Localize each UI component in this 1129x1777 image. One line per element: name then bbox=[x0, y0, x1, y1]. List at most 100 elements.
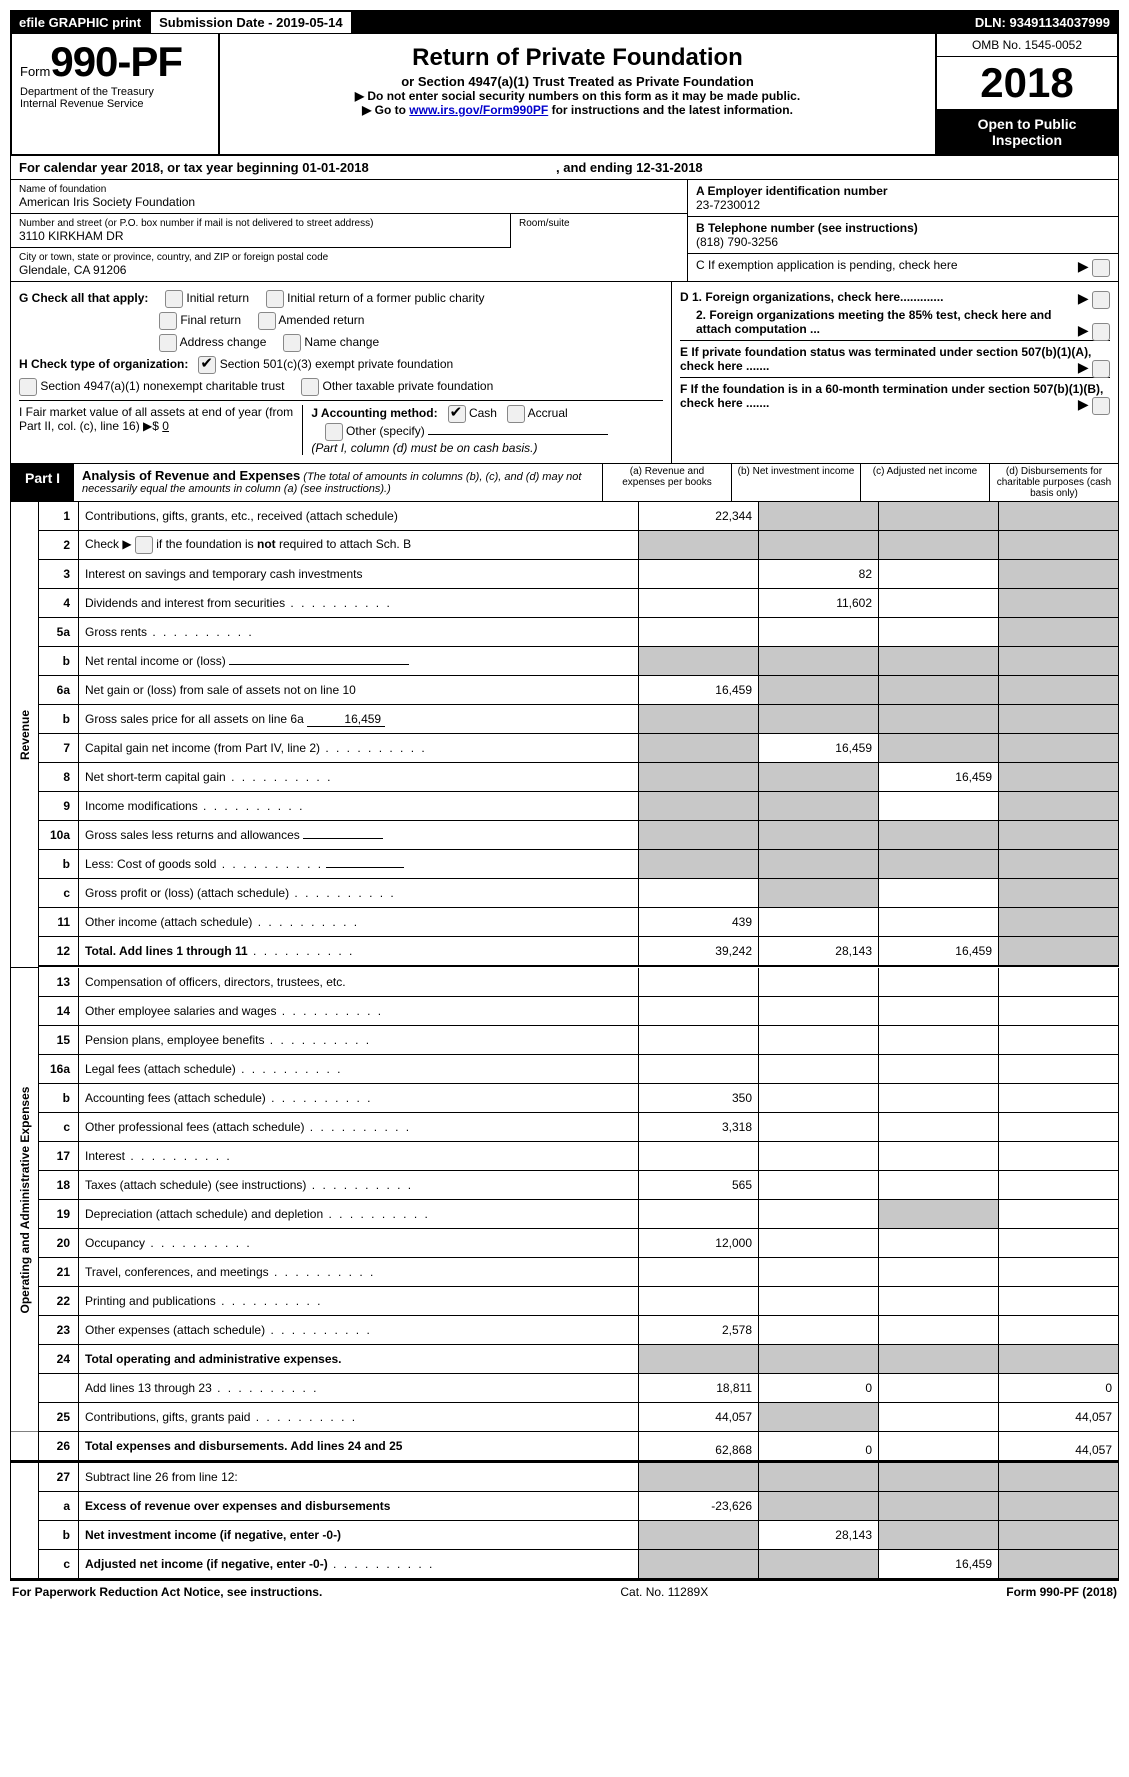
table-row: bNet rental income or (loss) bbox=[11, 647, 1119, 676]
phone-label: B Telephone number (see instructions) bbox=[696, 221, 918, 235]
c-label: C If exemption application is pending, c… bbox=[696, 258, 958, 272]
table-row: bAccounting fees (attach schedule) 350 bbox=[11, 1083, 1119, 1112]
h-o1: Section 501(c)(3) exempt private foundat… bbox=[220, 357, 453, 371]
city-state-zip: Glendale, CA 91206 bbox=[19, 263, 679, 277]
cal-mid: , and ending bbox=[556, 160, 636, 175]
instructions-link[interactable]: www.irs.gov/Form990PF bbox=[409, 103, 548, 117]
i-label: I Fair market value of all assets at end… bbox=[19, 405, 293, 433]
table-row: 26Total expenses and disbursements. Add … bbox=[11, 1431, 1119, 1460]
col-b-head: (b) Net investment income bbox=[732, 464, 861, 501]
table-row: 16aLegal fees (attach schedule) bbox=[11, 1054, 1119, 1083]
table-row: 22Printing and publications bbox=[11, 1286, 1119, 1315]
h-o2: Section 4947(a)(1) nonexempt charitable … bbox=[40, 379, 284, 393]
g-o1: Initial return bbox=[186, 291, 249, 305]
header-right: OMB No. 1545-0052 2018 Open to Public In… bbox=[935, 34, 1117, 154]
g-final-return-chk[interactable] bbox=[159, 312, 177, 330]
tax-year: 2018 bbox=[937, 57, 1117, 110]
cal-end: 12-31-2018 bbox=[636, 160, 703, 175]
g-name-change-chk[interactable] bbox=[283, 334, 301, 352]
footer-mid: Cat. No. 11289X bbox=[620, 1585, 708, 1599]
table-row: 2 Check ▶ if the foundation is not requi… bbox=[11, 531, 1119, 560]
part1-label: Part I bbox=[11, 464, 74, 501]
g-address-change-chk[interactable] bbox=[159, 334, 177, 352]
j-accrual-chk[interactable] bbox=[507, 405, 525, 423]
d2-chk[interactable] bbox=[1092, 323, 1110, 341]
city-label: City or town, state or province, country… bbox=[19, 252, 679, 263]
h-501c3-chk[interactable] bbox=[198, 356, 216, 374]
ein-value: 23-7230012 bbox=[696, 198, 1110, 212]
part1-header: Part I Analysis of Revenue and Expenses … bbox=[10, 464, 1119, 502]
line27-table: 27Subtract line 26 from line 12: aExcess… bbox=[10, 1461, 1119, 1579]
top-bar: efile GRAPHIC print Submission Date - 20… bbox=[10, 10, 1119, 34]
e-label: E If private foundation status was termi… bbox=[680, 345, 1091, 373]
dept: Department of the Treasury bbox=[20, 86, 210, 98]
g-amended-chk[interactable] bbox=[258, 312, 276, 330]
d1-chk[interactable] bbox=[1092, 291, 1110, 309]
table-row: 23Other expenses (attach schedule) 2,578 bbox=[11, 1315, 1119, 1344]
note2-pre: ▶ Go to bbox=[362, 103, 409, 117]
form-header: Form990-PF Department of the Treasury In… bbox=[10, 34, 1119, 156]
j-note: (Part I, column (d) must be on cash basi… bbox=[311, 441, 537, 455]
e-chk[interactable] bbox=[1092, 360, 1110, 378]
i-value: 0 bbox=[162, 419, 169, 433]
part1-title: Analysis of Revenue and Expenses bbox=[82, 468, 300, 483]
spacer bbox=[352, 12, 966, 34]
g-o5: Address change bbox=[180, 335, 267, 349]
col-c-head: (c) Adjusted net income bbox=[861, 464, 990, 501]
room-label: Room/suite bbox=[519, 218, 679, 229]
header-center: Return of Private Foundation or Section … bbox=[220, 34, 935, 154]
g-initial-former-chk[interactable] bbox=[266, 290, 284, 308]
efile-label: efile GRAPHIC print bbox=[10, 12, 150, 34]
revenue-table: Revenue 1Contributions, gifts, grants, e… bbox=[10, 502, 1119, 968]
table-row: 27Subtract line 26 from line 12: bbox=[11, 1462, 1119, 1492]
table-row: 7Capital gain net income (from Part IV, … bbox=[11, 734, 1119, 763]
omb-number: OMB No. 1545-0052 bbox=[937, 34, 1117, 57]
table-row: cOther professional fees (attach schedul… bbox=[11, 1112, 1119, 1141]
header-left: Form990-PF Department of the Treasury In… bbox=[12, 34, 220, 154]
entity-info: Name of foundation American Iris Society… bbox=[10, 180, 1119, 282]
table-row: 14Other employee salaries and wages bbox=[11, 996, 1119, 1025]
revenue-side-label: Revenue bbox=[11, 502, 39, 967]
form-word: Form bbox=[20, 64, 50, 79]
table-row: 6aNet gain or (loss) from sale of assets… bbox=[11, 676, 1119, 705]
j-o2: Accrual bbox=[528, 406, 568, 420]
f-label: F If the foundation is in a 60-month ter… bbox=[680, 382, 1103, 410]
table-row: b Gross sales price for all assets on li… bbox=[11, 705, 1119, 734]
calendar-year-row: For calendar year 2018, or tax year begi… bbox=[10, 156, 1119, 180]
g-o6: Name change bbox=[304, 335, 379, 349]
g-o4: Amended return bbox=[278, 313, 364, 327]
schb-chk[interactable] bbox=[135, 536, 153, 554]
g-label: G Check all that apply: bbox=[19, 291, 148, 305]
h-other-taxable-chk[interactable] bbox=[301, 378, 319, 396]
table-row: 20Occupancy 12,000 bbox=[11, 1228, 1119, 1257]
d2-label: 2. Foreign organizations meeting the 85%… bbox=[696, 308, 1051, 336]
submission-date: Submission Date - 2019-05-14 bbox=[150, 12, 352, 34]
c-checkbox[interactable] bbox=[1092, 259, 1110, 277]
table-row: 21Travel, conferences, and meetings bbox=[11, 1257, 1119, 1286]
name-label: Name of foundation bbox=[19, 184, 679, 195]
j-o1: Cash bbox=[469, 406, 497, 420]
form-number: 990-PF bbox=[50, 38, 182, 85]
g-initial-return-chk[interactable] bbox=[165, 290, 183, 308]
col-a-head: (a) Revenue and expenses per books bbox=[603, 464, 732, 501]
h-o3: Other taxable private foundation bbox=[323, 379, 494, 393]
table-row: 5aGross rents bbox=[11, 618, 1119, 647]
irs: Internal Revenue Service bbox=[20, 98, 210, 110]
j-cash-chk[interactable] bbox=[448, 405, 466, 423]
open-to-public: Open to Public Inspection bbox=[937, 110, 1117, 154]
table-row: aExcess of revenue over expenses and dis… bbox=[11, 1491, 1119, 1520]
note1: ▶ Do not enter social security numbers o… bbox=[355, 89, 800, 103]
g-o2: Initial return of a former public charit… bbox=[287, 291, 484, 305]
table-row: 3Interest on savings and temporary cash … bbox=[11, 560, 1119, 589]
cal-pre: For calendar year 2018, or tax year begi… bbox=[19, 160, 302, 175]
table-row: 9Income modifications bbox=[11, 792, 1119, 821]
table-row: 11Other income (attach schedule) 439 bbox=[11, 908, 1119, 937]
cal-begin: 01-01-2018 bbox=[302, 160, 369, 175]
ein-label: A Employer identification number bbox=[696, 184, 888, 198]
h-4947-chk[interactable] bbox=[19, 378, 37, 396]
j-other-chk[interactable] bbox=[325, 423, 343, 441]
f-chk[interactable] bbox=[1092, 397, 1110, 415]
table-row: 25Contributions, gifts, grants paid 44,0… bbox=[11, 1402, 1119, 1431]
j-label: J Accounting method: bbox=[311, 406, 437, 420]
j-o3: Other (specify) bbox=[346, 424, 425, 438]
